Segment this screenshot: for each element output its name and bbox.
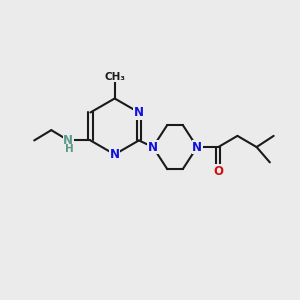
Text: H: H [64, 144, 73, 154]
Text: CH₃: CH₃ [104, 72, 125, 82]
Text: N: N [134, 106, 144, 119]
Text: N: N [110, 148, 120, 161]
Text: O: O [213, 165, 223, 178]
Text: N: N [192, 141, 202, 154]
Text: N: N [148, 141, 158, 154]
Text: N: N [63, 134, 74, 147]
